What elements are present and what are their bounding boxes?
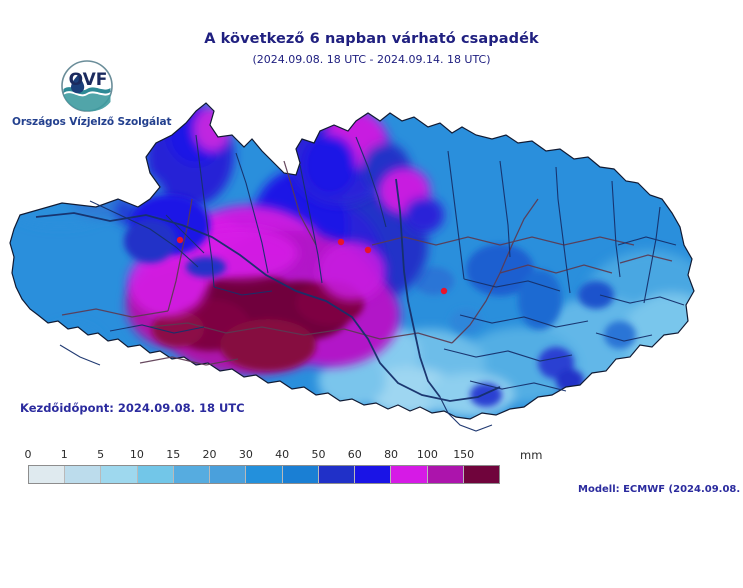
colorbar-unit-label: mm [520, 448, 543, 462]
title-block: A következő 6 napban várható csapadék (2… [0, 30, 743, 67]
station-marker[interactable] [176, 236, 184, 244]
colorbar-tick: 15 [166, 448, 181, 461]
colorbar-tick: 150 [453, 448, 475, 461]
colorbar-tick: 80 [384, 448, 399, 461]
ovf-logo-caption: Országos Vízjelző Szolgálat [12, 116, 172, 128]
ovf-monogram: OVF [69, 70, 108, 90]
colorbar-tick: 30 [238, 448, 253, 461]
ovf-logo: OVF Országos Vízjelző Szolgálat [12, 58, 172, 128]
colorbar-band[interactable] [29, 466, 66, 483]
model-label: Modell: ECMWF (2024.09.08. 12 U [578, 484, 743, 495]
country-borders [61, 160, 673, 366]
colorbar-band[interactable] [391, 466, 428, 483]
station-marker[interactable] [364, 246, 372, 254]
station-marker[interactable] [337, 238, 345, 246]
colorbar-tick: 0 [24, 448, 32, 461]
colorbar-tick: 60 [347, 448, 362, 461]
colorbar-tick: 100 [416, 448, 438, 461]
colorbar-band[interactable] [355, 466, 392, 483]
page-subtitle: (2024.09.08. 18 UTC - 2024.09.14. 18 UTC… [252, 53, 491, 66]
colorbar-tick: 20 [202, 448, 217, 461]
colorbar-band[interactable] [246, 466, 283, 483]
precip-band-west-extreme [152, 273, 364, 371]
colorbar-band[interactable] [65, 466, 102, 483]
station-markers[interactable] [176, 236, 448, 295]
colorbar-tick: 5 [97, 448, 105, 461]
colorbar-band[interactable] [282, 466, 319, 483]
colorbar-tick: 1 [60, 448, 68, 461]
colorbar-tick: 40 [275, 448, 290, 461]
ovf-emblem-icon: OVF [61, 60, 113, 112]
colorbar-band[interactable] [427, 466, 464, 483]
colorbar-band[interactable] [137, 466, 174, 483]
colorbar-band[interactable] [173, 466, 211, 483]
colorbar-band[interactable] [210, 466, 247, 483]
precip-band-northeast-pocket [378, 167, 444, 233]
basin-outline [9, 102, 695, 420]
page-title: A következő 6 napban várható csapadék [204, 31, 539, 47]
colorbar-strip[interactable] [28, 465, 500, 484]
colorbar-tick: 50 [311, 448, 326, 461]
precipitation-map[interactable] [0, 95, 743, 440]
colorbar-tick-labels: 0 1 5 10 15 20 30 40 50 60 80 100 150 [24, 448, 548, 464]
precipitation-field [10, 103, 694, 419]
river-network [35, 134, 685, 432]
ovf-logo-mark: OVF [59, 58, 115, 114]
map-canvas[interactable] [0, 95, 743, 440]
colorbar-tick: 10 [129, 448, 144, 461]
station-marker[interactable] [440, 287, 448, 295]
colorbar-band[interactable] [318, 466, 356, 483]
colorbar-band[interactable] [463, 466, 500, 483]
start-time-label: Kezdőidőpont: 2024.09.08. 18 UTC [20, 401, 245, 415]
precipitation-colorbar[interactable]: 0 1 5 10 15 20 30 40 50 60 80 100 150 mm [24, 448, 548, 488]
colorbar-band[interactable] [101, 466, 138, 483]
